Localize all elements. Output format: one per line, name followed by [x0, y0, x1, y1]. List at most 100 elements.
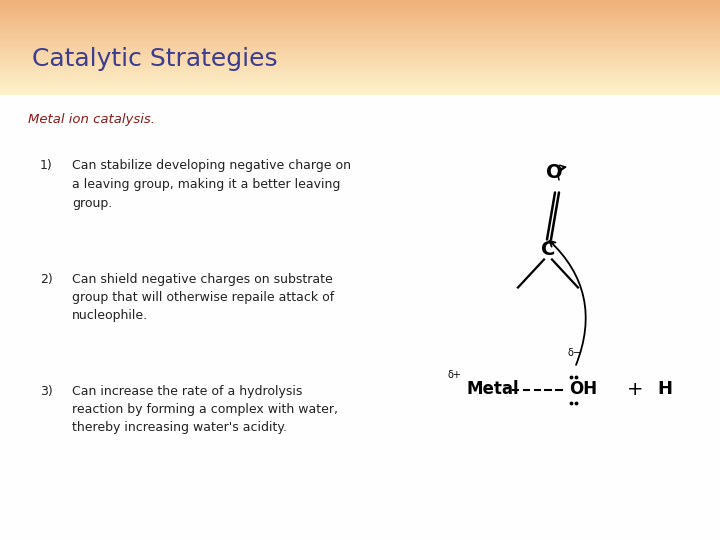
Bar [0, 14, 720, 15]
Bar [0, 60, 720, 62]
Bar [0, 49, 720, 50]
Bar [0, 36, 720, 37]
Bar [0, 91, 720, 92]
Text: Can stabilize developing negative charge on
a leaving group, making it a better : Can stabilize developing negative charge… [72, 159, 351, 210]
Bar [0, 35, 720, 36]
Bar [0, 21, 720, 22]
Bar [0, 63, 720, 64]
Bar [0, 68, 720, 69]
Bar [0, 80, 720, 81]
Text: Metal ion catalysis.: Metal ion catalysis. [28, 112, 155, 125]
Text: 1): 1) [40, 159, 53, 172]
Bar [0, 70, 720, 71]
Bar [0, 23, 720, 24]
Bar [0, 47, 720, 48]
Bar [0, 1, 720, 2]
Bar [0, 67, 720, 68]
Bar [0, 71, 720, 72]
Bar [0, 33, 720, 34]
Bar [0, 87, 720, 88]
Bar [0, 0, 720, 1]
Bar [0, 38, 720, 39]
Bar [0, 72, 720, 73]
Text: H: H [657, 381, 672, 399]
Bar [0, 45, 720, 46]
Bar [0, 16, 720, 17]
Bar [0, 59, 720, 60]
Bar [0, 66, 720, 67]
Bar [0, 75, 720, 76]
Bar [0, 11, 720, 12]
Text: Metal: Metal [467, 381, 519, 399]
Bar [0, 12, 720, 14]
Text: O: O [546, 164, 562, 183]
Bar [0, 43, 720, 44]
Bar [0, 17, 720, 18]
Bar [0, 29, 720, 30]
Bar [0, 7, 720, 8]
Bar [0, 55, 720, 56]
Text: OH: OH [569, 381, 597, 399]
Bar [0, 19, 720, 21]
Bar [0, 30, 720, 31]
Text: 3): 3) [40, 384, 53, 397]
Bar [0, 62, 720, 63]
Bar [0, 90, 720, 91]
Bar [0, 77, 720, 78]
Bar [0, 92, 720, 93]
Bar [0, 69, 720, 70]
Bar [0, 4, 720, 5]
Bar [0, 79, 720, 80]
Bar [0, 64, 720, 65]
Text: δ−: δ− [568, 348, 582, 357]
Bar [0, 24, 720, 25]
Bar [0, 65, 720, 66]
Bar [0, 9, 720, 10]
Bar [0, 32, 720, 33]
Bar [0, 22, 720, 23]
Bar [0, 84, 720, 85]
Bar [0, 37, 720, 38]
Bar [0, 15, 720, 16]
Bar [0, 86, 720, 87]
Bar [0, 88, 720, 89]
Bar [0, 44, 720, 45]
Bar [0, 10, 720, 11]
Bar [0, 51, 720, 52]
Bar [0, 76, 720, 77]
Text: Can shield negative charges on substrate
group that will otherwise repaile attac: Can shield negative charges on substrate… [72, 273, 334, 322]
Bar [0, 85, 720, 86]
Bar [0, 57, 720, 58]
Bar [0, 2, 720, 3]
Bar [0, 42, 720, 43]
Bar [0, 58, 720, 59]
Bar [0, 53, 720, 55]
Bar [0, 34, 720, 35]
Bar [0, 5, 720, 6]
Bar [0, 40, 720, 41]
Bar [0, 28, 720, 29]
Text: +: + [626, 380, 643, 399]
Bar [0, 83, 720, 84]
Bar [0, 39, 720, 40]
Bar [0, 48, 720, 49]
Bar [0, 41, 720, 42]
Bar [0, 82, 720, 83]
Bar [0, 73, 720, 74]
Bar [0, 6, 720, 7]
Text: δ+: δ+ [447, 369, 461, 380]
Bar [0, 52, 720, 53]
Text: Can increase the rate of a hydrolysis
reaction by forming a complex with water,
: Can increase the rate of a hydrolysis re… [72, 384, 338, 435]
Text: 2): 2) [40, 273, 53, 286]
Text: Catalytic Strategies: Catalytic Strategies [32, 46, 278, 71]
Bar [0, 3, 720, 4]
Bar [0, 26, 720, 27]
Bar [0, 31, 720, 32]
Text: C: C [541, 240, 555, 259]
Bar [0, 56, 720, 57]
Bar [0, 89, 720, 90]
Bar [0, 18, 720, 19]
Bar [0, 78, 720, 79]
Bar [0, 8, 720, 9]
Bar [0, 25, 720, 26]
